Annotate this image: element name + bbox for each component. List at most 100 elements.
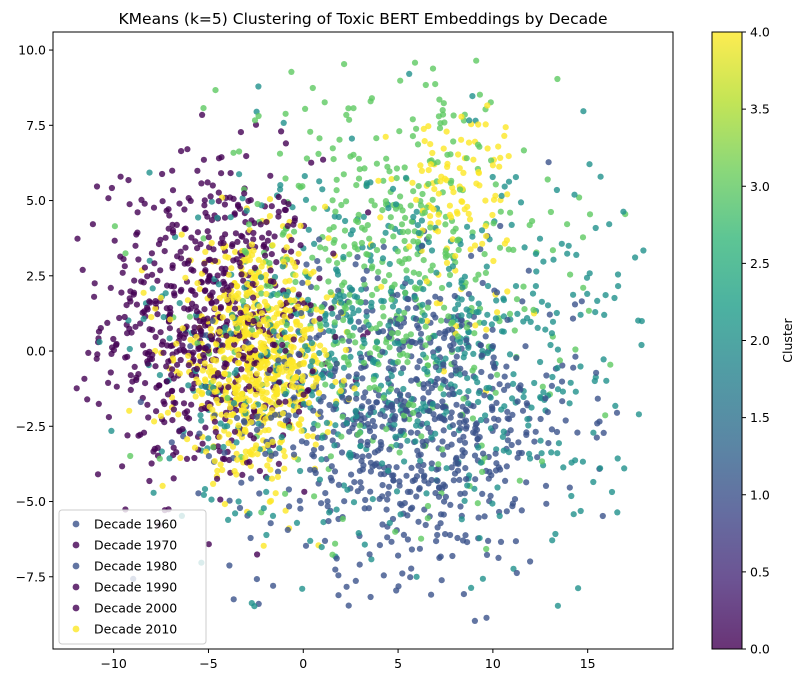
scatter-point — [456, 437, 463, 444]
scatter-point — [328, 305, 335, 312]
scatter-point — [167, 308, 174, 316]
scatter-point — [310, 446, 318, 453]
scatter-point — [441, 119, 448, 126]
scatter-point — [162, 234, 169, 241]
scatter-point — [235, 347, 242, 354]
scatter-point — [223, 332, 230, 339]
scatter-point — [298, 438, 305, 445]
scatter-point — [105, 195, 112, 202]
scatter-point — [403, 275, 410, 282]
scatter-point — [166, 325, 173, 332]
scatter-point — [325, 257, 332, 264]
scatter-point — [284, 526, 291, 534]
scatter-point — [201, 360, 208, 367]
scatter-point — [312, 469, 319, 477]
scatter-point — [199, 389, 206, 396]
scatter-point — [429, 65, 437, 72]
scatter-point — [243, 238, 250, 245]
scatter-point — [358, 239, 365, 247]
scatter-point — [409, 133, 416, 140]
scatter-point — [473, 426, 481, 433]
colorbar-tick-label: 0.5 — [750, 564, 770, 579]
scatter-point — [311, 318, 318, 325]
scatter-point — [322, 245, 329, 252]
scatter-point — [253, 426, 261, 433]
scatter-point — [134, 209, 141, 216]
scatter-point — [203, 448, 210, 455]
scatter-point — [280, 383, 287, 390]
scatter-point — [376, 320, 383, 327]
scatter-point — [519, 407, 527, 414]
scatter-point — [333, 400, 340, 407]
scatter-point — [506, 351, 514, 358]
scatter-point — [575, 585, 582, 592]
scatter-point — [356, 467, 363, 474]
scatter-point — [474, 141, 482, 148]
scatter-point — [584, 290, 591, 297]
scatter-point — [386, 446, 393, 453]
scatter-point — [597, 173, 604, 180]
scatter-point — [500, 428, 507, 435]
scatter-point — [215, 198, 222, 205]
scatter-point — [425, 239, 432, 246]
scatter-point — [231, 305, 239, 312]
scatter-point — [491, 363, 498, 370]
scatter-point — [151, 260, 158, 267]
scatter-point — [113, 342, 120, 349]
scatter-point — [237, 317, 244, 324]
scatter-point — [177, 454, 184, 462]
scatter-point — [417, 338, 424, 345]
scatter-point — [413, 125, 420, 132]
scatter-point — [266, 366, 273, 373]
scatter-point — [532, 283, 540, 290]
scatter-point — [448, 409, 455, 416]
scatter-point — [123, 302, 130, 309]
scatter-point — [166, 455, 173, 462]
scatter-point — [236, 504, 244, 512]
scatter-point — [287, 325, 294, 333]
scatter-point — [399, 570, 406, 577]
scatter-point — [436, 484, 443, 492]
scatter-point — [260, 542, 267, 549]
scatter-point — [237, 129, 244, 136]
scatter-point — [388, 296, 395, 303]
scatter-point — [421, 366, 428, 373]
scatter-point — [204, 213, 211, 220]
scatter-point — [154, 311, 161, 318]
colorbar-tick-label: 1.0 — [750, 487, 770, 502]
scatter-point — [445, 327, 452, 334]
scatter-point — [180, 400, 188, 407]
scatter-point — [233, 439, 240, 446]
scatter-point — [335, 314, 342, 321]
scatter-point — [303, 155, 310, 162]
scatter-point — [268, 475, 276, 482]
scatter-point — [277, 420, 284, 427]
scatter-point — [393, 175, 400, 182]
colorbar-tick-label: 2.0 — [750, 333, 770, 348]
scatter-point — [441, 304, 448, 311]
scatter-point — [393, 442, 400, 449]
scatter-point — [481, 513, 488, 520]
y-tick-label: −7.5 — [16, 569, 46, 584]
scatter-point — [196, 430, 203, 437]
scatter-point — [257, 221, 264, 228]
scatter-point — [343, 420, 350, 427]
scatter-point — [245, 221, 253, 228]
scatter-point — [550, 256, 557, 263]
scatter-point — [379, 207, 386, 214]
scatter-point — [171, 292, 178, 299]
scatter-point — [346, 284, 353, 291]
scatter-point — [558, 240, 565, 247]
scatter-point — [107, 369, 114, 376]
scatter-point — [586, 270, 593, 277]
scatter-point — [188, 401, 195, 408]
scatter-point — [160, 349, 167, 356]
scatter-point — [297, 505, 304, 512]
scatter-point — [292, 318, 299, 325]
scatter-point — [546, 311, 553, 318]
scatter-point — [437, 385, 444, 392]
scatter-point — [232, 320, 239, 327]
scatter-point — [263, 488, 270, 495]
scatter-point — [484, 282, 492, 290]
scatter-point — [413, 208, 420, 215]
